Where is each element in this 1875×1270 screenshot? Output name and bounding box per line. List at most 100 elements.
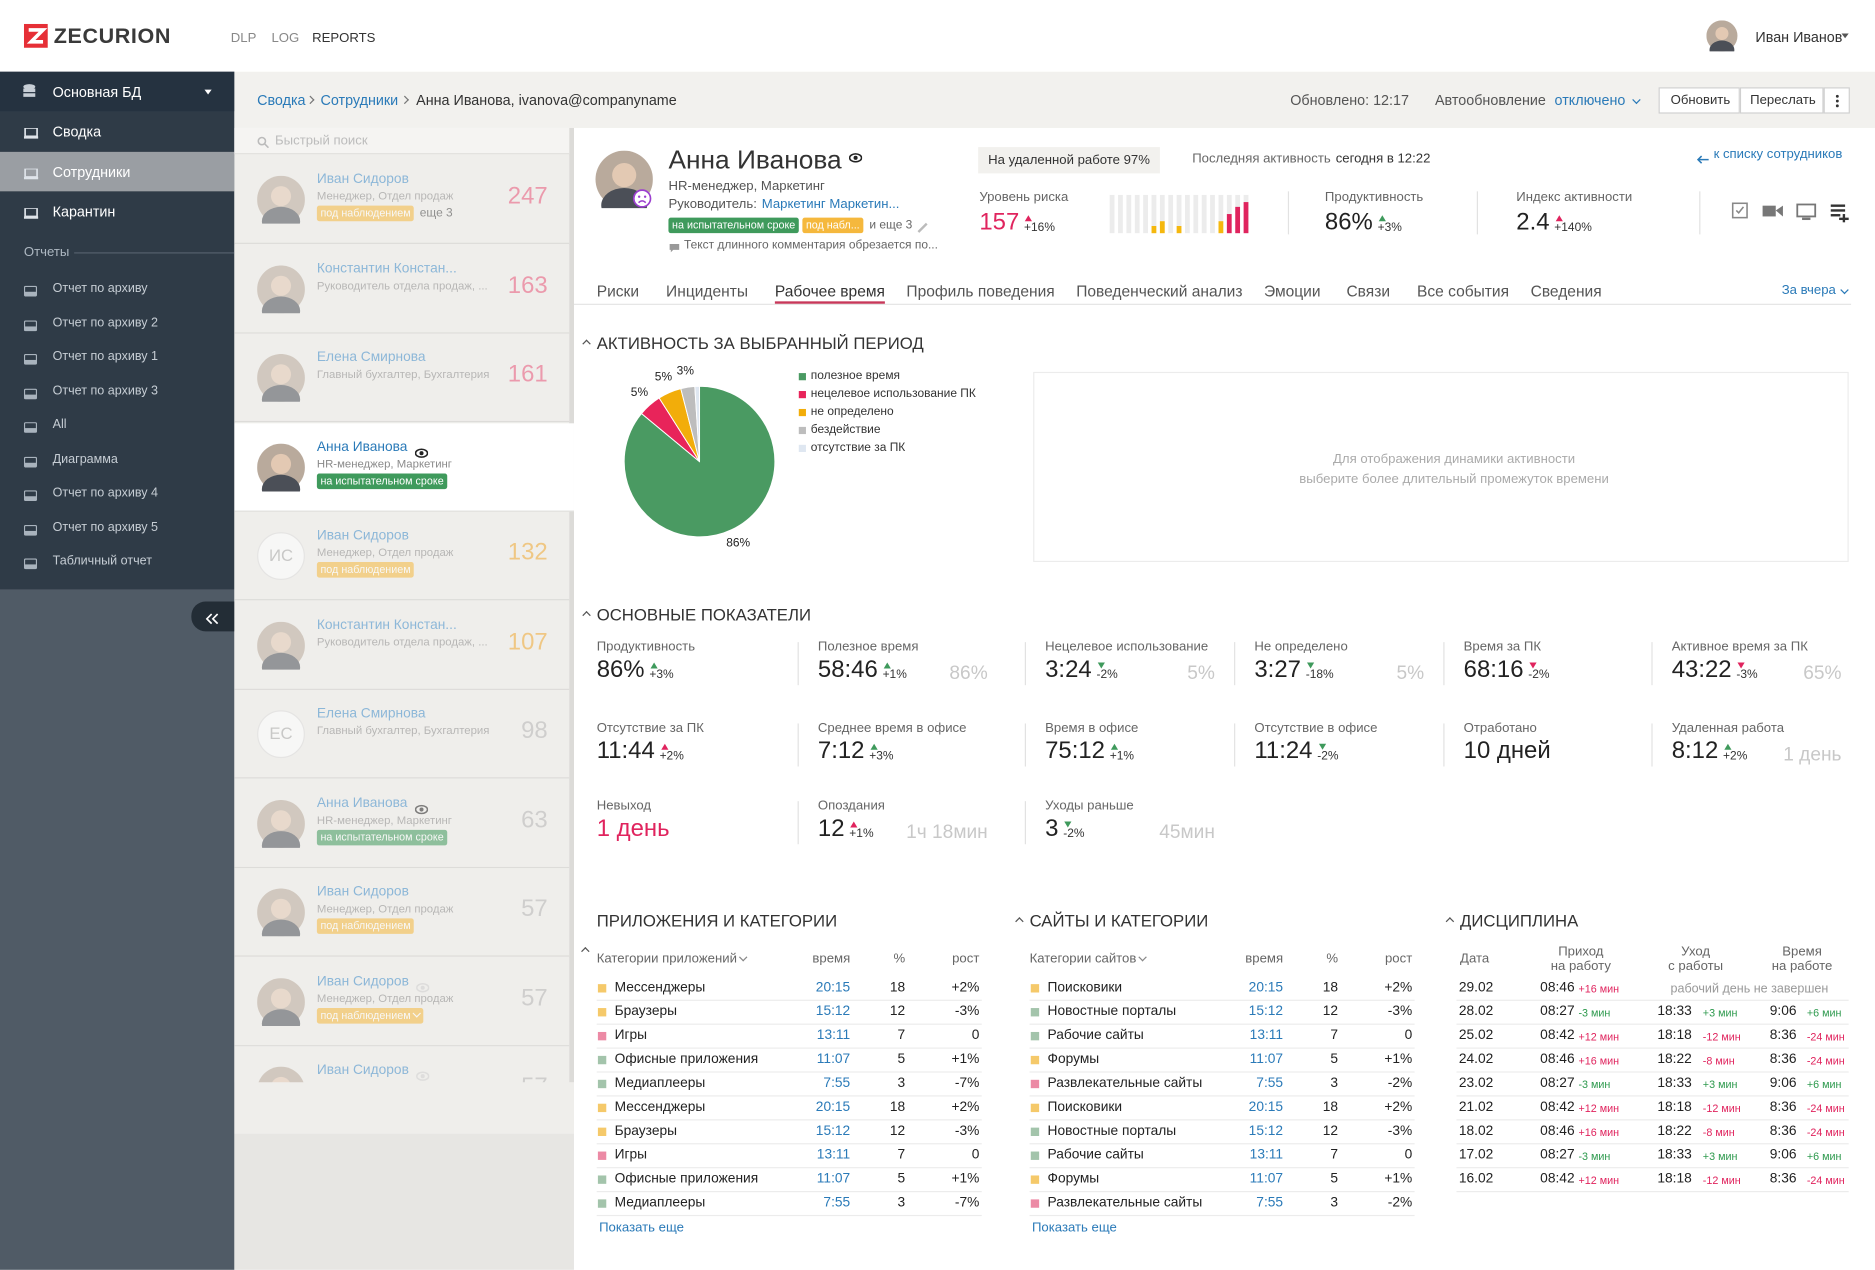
report-item[interactable]: Табличный отчет bbox=[52, 553, 152, 569]
card-content: ИС Иван Сидоров Менеджер, Отдел продаж под … bbox=[234, 512, 569, 600]
employee-card[interactable]: Константин Констан... Руководитель отдела… bbox=[234, 244, 570, 334]
employee-card[interactable]: Иван Сидоров Менеджер, Отдел продаж под на… bbox=[234, 868, 570, 957]
change-text: -2% bbox=[1096, 668, 1118, 682]
arrival-delta: +12 мин bbox=[1578, 1174, 1620, 1187]
show-more[interactable]: Показать еще bbox=[599, 1220, 684, 1236]
show-more[interactable]: Показать еще bbox=[1031, 1220, 1117, 1236]
leave: 18:18 bbox=[1657, 1171, 1692, 1187]
report-item[interactable]: Отчет по архиву 5 bbox=[52, 519, 159, 534]
trend-arrow bbox=[850, 821, 858, 828]
indicator: 1 день bbox=[597, 817, 670, 841]
category-swatch bbox=[1030, 1127, 1040, 1137]
employee-card[interactable]: Елена Смирнова Главный бухгалтер, Бухгалт… bbox=[234, 333, 570, 423]
period[interactable]: За вчера bbox=[1781, 283, 1836, 298]
tab[interactable]: Поведенческий анализ bbox=[1076, 282, 1243, 301]
icon-part bbox=[1775, 205, 1783, 217]
employee-card[interactable]: ЕС Елена Смирнова Главный бухгалтер, Бухга… bbox=[234, 689, 570, 779]
indicator: 10 дней bbox=[1464, 739, 1551, 763]
report-item[interactable]: Отчет по архиву bbox=[52, 281, 148, 296]
tab[interactable]: Рабочее время bbox=[774, 282, 885, 301]
report-item[interactable]: Отчет по архиву 1 bbox=[52, 349, 159, 364]
time: 13:11 bbox=[1249, 1147, 1284, 1163]
report-item[interactable]: Отчет по архиву 2 bbox=[52, 315, 159, 330]
breadcrumb-link[interactable]: Сводка bbox=[257, 92, 306, 109]
employee-card[interactable]: Иван Сидоров Менеджер, Отдел продаж под на… bbox=[234, 155, 570, 244]
sort-header[interactable]: Категории приложений bbox=[596, 951, 737, 967]
column-header: % bbox=[1326, 951, 1339, 967]
metric: 86% +3% bbox=[1325, 210, 1402, 234]
time: 11:07 bbox=[1249, 1171, 1284, 1187]
nav-item[interactable]: DLP bbox=[230, 31, 257, 46]
collapse-button[interactable] bbox=[191, 601, 235, 632]
report-icon bbox=[23, 352, 38, 365]
indicator-value: 3 bbox=[1045, 815, 1059, 842]
card-content: Иван Сидоров Менеджер, Отдел продаж под на… bbox=[234, 868, 569, 956]
eye-icon bbox=[414, 444, 429, 458]
employee-name: Иван Сидоров bbox=[316, 528, 409, 543]
nav-item[interactable]: LOG bbox=[271, 31, 300, 46]
trend-arrow bbox=[1097, 662, 1105, 669]
metric-value: 2.4 bbox=[1516, 209, 1550, 236]
change-text: -2% bbox=[1317, 749, 1339, 763]
icon-part bbox=[24, 462, 37, 467]
tab[interactable]: Риски bbox=[596, 282, 640, 301]
report-item[interactable]: Отчет по архиву 4 bbox=[52, 485, 159, 500]
risk-bar bbox=[1151, 225, 1157, 234]
employee-card[interactable]: Иван Сидоров Менеджер, Отдел продаж 57 bbox=[234, 1046, 570, 1083]
employee-card[interactable]: ИС Иван Сидоров Менеджер, Отдел продаж под … bbox=[234, 511, 570, 601]
row-line bbox=[1029, 1143, 1415, 1145]
growth: 0 bbox=[1404, 1028, 1413, 1043]
risk-bar-bg bbox=[1109, 194, 1115, 234]
report-item[interactable]: All bbox=[52, 417, 67, 432]
icon-part bbox=[1830, 214, 1841, 217]
row-line bbox=[1029, 1095, 1415, 1097]
nav-item[interactable]: REPORTS bbox=[312, 31, 376, 46]
back-arrow bbox=[1696, 151, 1709, 164]
menu-button[interactable] bbox=[1823, 87, 1850, 114]
db-row[interactable] bbox=[0, 71, 235, 112]
employee-name: Анна Иванова bbox=[316, 795, 408, 811]
indicator: 58:46 +1% bbox=[818, 658, 907, 682]
tab[interactable]: Связи bbox=[1346, 282, 1391, 301]
user-name[interactable]: Иван Иванов bbox=[1755, 28, 1843, 46]
button[interactable]: Переслать bbox=[1739, 87, 1824, 114]
button[interactable]: Обновить bbox=[1658, 87, 1740, 114]
chevron bbox=[1138, 953, 1147, 962]
tab[interactable]: Эмоции bbox=[1263, 282, 1321, 301]
autoupdate-state[interactable]: отключено bbox=[1554, 92, 1626, 109]
report-icon bbox=[23, 454, 38, 467]
employee-card[interactable]: Иван Сидоров Менеджер, Отдел продаж под на… bbox=[234, 957, 570, 1046]
trend-arrow bbox=[870, 743, 878, 750]
sort-header[interactable]: Категории сайтов bbox=[1029, 951, 1137, 967]
menu-item[interactable]: Карантин bbox=[52, 203, 116, 221]
breadcrumb-link[interactable]: Сотрудники bbox=[320, 92, 399, 109]
indicator: 75:12 +1% bbox=[1045, 739, 1134, 763]
leave-delta: -12 мин bbox=[1702, 1174, 1741, 1187]
tab[interactable]: Сведения bbox=[1530, 282, 1602, 301]
column-header: Уход bbox=[1681, 944, 1711, 960]
employee-position: Менеджер, Отдел продаж bbox=[316, 546, 454, 560]
avatar bbox=[257, 621, 305, 682]
tab[interactable]: Все события bbox=[1417, 282, 1510, 301]
tab[interactable]: Профиль поведения bbox=[906, 282, 1055, 301]
search-box[interactable] bbox=[234, 127, 570, 155]
employee-card[interactable]: Константин Констан... Руководитель отдела… bbox=[234, 600, 570, 690]
back-link[interactable]: к списку сотрудников bbox=[1713, 147, 1843, 162]
employee-card[interactable]: Анна Иванова HR-менеджер, Маркетинг на исп… bbox=[234, 422, 574, 512]
report-item[interactable]: Отчет по архиву 3 bbox=[52, 383, 159, 398]
employee-card[interactable]: Анна Иванова HR-менеджер, Маркетинг на исп… bbox=[234, 779, 570, 868]
icon-part bbox=[1731, 202, 1748, 219]
slice-label: 5% bbox=[654, 370, 673, 385]
menu-item[interactable]: Сотрудники bbox=[52, 163, 131, 181]
category-name: Рабочие сайты bbox=[1047, 1147, 1144, 1163]
report-item[interactable]: Диаграмма bbox=[52, 451, 118, 466]
arrival-delta: -3 мин bbox=[1578, 1078, 1611, 1091]
manager-link[interactable]: Маркетинг Маркетин... bbox=[761, 197, 900, 212]
legend-label: нецелевое использование ПК bbox=[810, 387, 976, 401]
risk-bar-bg bbox=[1126, 194, 1132, 234]
indicator: 86% +3% bbox=[597, 658, 674, 682]
menu-item[interactable]: Сводка bbox=[52, 123, 102, 140]
profile-name: Анна Иванова bbox=[668, 144, 842, 175]
section-title: САЙТЫ И КАТЕГОРИИ bbox=[1029, 911, 1209, 931]
tab[interactable]: Инциденты bbox=[666, 282, 749, 301]
